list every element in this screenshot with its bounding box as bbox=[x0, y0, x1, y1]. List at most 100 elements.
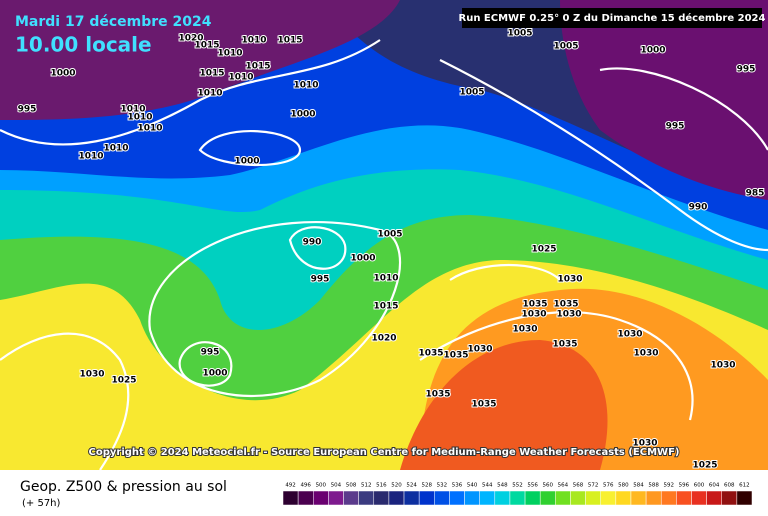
colorbar-label: 524 bbox=[406, 483, 417, 489]
isobar-label: 1030 bbox=[512, 325, 537, 335]
isobar-label: 1015 bbox=[373, 302, 398, 312]
isobar-label: 1000 bbox=[640, 46, 665, 56]
time: 10.00 locale bbox=[15, 33, 152, 57]
isobar-label: 1010 bbox=[228, 73, 253, 83]
colorbar-label: 592 bbox=[664, 483, 675, 489]
colorbar-cell bbox=[313, 490, 329, 506]
colorbar-label: 604 bbox=[709, 483, 720, 489]
isobar-label: 1035 bbox=[522, 300, 547, 310]
colorbar-cell bbox=[736, 490, 753, 506]
isobar-label: 1000 bbox=[234, 157, 259, 167]
isobar-label: 995 bbox=[311, 275, 330, 285]
colorbar-cell bbox=[585, 490, 601, 506]
colorbar-label: 576 bbox=[603, 483, 614, 489]
isobar-label: 1025 bbox=[111, 376, 136, 386]
isobar bbox=[439, 59, 768, 252]
isobar-label: 1030 bbox=[632, 439, 657, 449]
colorbar-label: 508 bbox=[346, 483, 357, 489]
colorbar-label: 600 bbox=[694, 483, 705, 489]
colorbar-cell bbox=[691, 490, 707, 506]
colorbar-cell bbox=[434, 490, 450, 506]
colorbar-cell bbox=[645, 490, 662, 506]
colorbar-cell bbox=[676, 490, 692, 506]
isobar bbox=[0, 39, 381, 146]
isobar-label: 1000 bbox=[290, 110, 315, 120]
colorbar-cell bbox=[555, 490, 571, 506]
isobar-label: 1020 bbox=[178, 34, 203, 44]
isobar bbox=[449, 263, 561, 281]
isobar-label: 1035 bbox=[425, 390, 450, 400]
isobar-label: 1030 bbox=[79, 370, 104, 380]
colorbar-label: 528 bbox=[421, 483, 432, 489]
colorbar-cell bbox=[721, 490, 738, 506]
band bbox=[560, 0, 768, 200]
colorbar-label: 516 bbox=[376, 483, 387, 489]
legend-title: Geop. Z500 & pression au sol bbox=[20, 479, 227, 495]
isobar bbox=[419, 311, 694, 421]
colorbar-label: 548 bbox=[497, 483, 508, 489]
isobar-label: 1015 bbox=[199, 69, 224, 79]
isobar-label: 1005 bbox=[507, 29, 532, 39]
run-label: Run ECMWF 0.25° 0 Z du Dimanche 15 décem… bbox=[459, 12, 766, 24]
isobar bbox=[148, 221, 402, 397]
isobar-label: 1030 bbox=[710, 361, 735, 371]
colorbar-cell bbox=[615, 490, 632, 506]
colorbar-label: 612 bbox=[739, 483, 750, 489]
isobar-label: 1015 bbox=[245, 62, 270, 72]
isobar-label: 985 bbox=[746, 189, 765, 199]
isobar-label: 995 bbox=[18, 105, 37, 115]
isobar-label: 1030 bbox=[633, 349, 658, 359]
isobar-label: 1010 bbox=[217, 49, 242, 59]
isobar-label: 990 bbox=[303, 238, 322, 248]
isobar bbox=[198, 130, 302, 167]
isobar-label: 1005 bbox=[553, 42, 578, 52]
colorbar-cell bbox=[509, 490, 526, 506]
colorbar-label: 584 bbox=[633, 483, 644, 489]
isobar-label: 1010 bbox=[137, 124, 162, 134]
colorbar-label: 568 bbox=[573, 483, 584, 489]
colorbar-label: 492 bbox=[285, 483, 296, 489]
colorbar-label: 496 bbox=[300, 483, 311, 489]
colorbar-cell bbox=[660, 490, 677, 506]
isobar-label: 1030 bbox=[557, 275, 582, 285]
colorbar-label: 520 bbox=[391, 483, 402, 489]
isobars bbox=[0, 39, 768, 471]
isobar-label: 1020 bbox=[371, 334, 396, 344]
isobar-label: 1030 bbox=[556, 310, 581, 320]
colorbar-cell bbox=[706, 490, 722, 506]
isobar-label: 1015 bbox=[277, 36, 302, 46]
legend-lead: (+ 57h) bbox=[22, 498, 61, 509]
isobar bbox=[288, 226, 347, 270]
isobar-label: 1010 bbox=[241, 36, 266, 46]
colorbar-label: 500 bbox=[316, 483, 327, 489]
colorbar-label: 552 bbox=[512, 483, 523, 489]
isobar-label: 990 bbox=[689, 203, 708, 213]
colorbar-cell bbox=[600, 490, 617, 506]
isobar-label: 1000 bbox=[50, 69, 75, 79]
colorbar-cell bbox=[358, 490, 375, 506]
isobar bbox=[599, 67, 768, 151]
colorbar-label: 504 bbox=[331, 483, 342, 489]
colorbar-label: 560 bbox=[543, 483, 554, 489]
isobar-label: 1010 bbox=[197, 89, 222, 99]
isobar-label: 1025 bbox=[531, 245, 556, 255]
colorbar-label: 544 bbox=[482, 483, 493, 489]
colorbar-label: 540 bbox=[467, 483, 478, 489]
colorbar-cell bbox=[449, 490, 465, 506]
isobar-label: 1010 bbox=[127, 113, 152, 123]
colorbar-cell bbox=[539, 490, 556, 506]
colorbar-cell bbox=[328, 490, 344, 506]
isobar-label: 1000 bbox=[350, 254, 375, 264]
isobar-label: 1010 bbox=[120, 105, 145, 115]
isobar-label: 995 bbox=[201, 348, 220, 358]
isobar-label: 1000 bbox=[202, 369, 227, 379]
copyright: Copyright © 2024 Meteociel.fr - Source E… bbox=[89, 447, 680, 458]
colorbar-label: 596 bbox=[679, 483, 690, 489]
colorbar-cell bbox=[388, 490, 405, 506]
colorbar-label: 556 bbox=[527, 483, 538, 489]
date: Mardi 17 décembre 2024 bbox=[15, 14, 212, 30]
colorbar-cell bbox=[524, 490, 541, 506]
colorbar-cell bbox=[418, 490, 435, 506]
band bbox=[0, 0, 400, 120]
